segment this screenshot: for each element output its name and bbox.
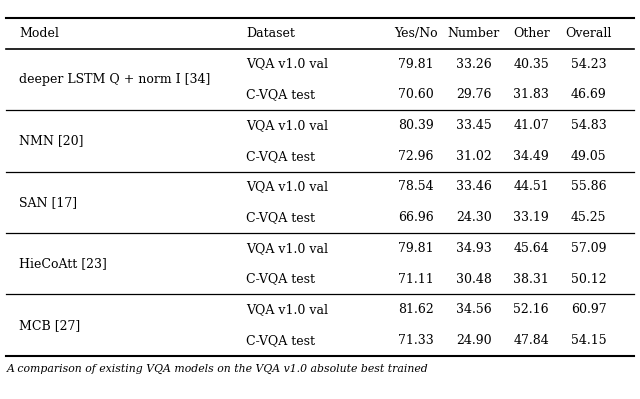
Text: 78.54: 78.54 [398,180,434,194]
Text: 81.62: 81.62 [398,303,434,316]
Text: Other: Other [513,28,550,40]
Text: 52.16: 52.16 [513,303,549,316]
Text: 46.69: 46.69 [571,88,607,101]
Text: 47.84: 47.84 [513,334,549,347]
Text: 31.83: 31.83 [513,88,549,101]
Text: Yes/No: Yes/No [394,28,438,40]
Text: 79.81: 79.81 [398,242,434,255]
Text: 33.26: 33.26 [456,57,492,71]
Text: 60.97: 60.97 [571,303,607,316]
Text: 57.09: 57.09 [571,242,607,255]
Text: 29.76: 29.76 [456,88,492,101]
Text: 71.11: 71.11 [398,273,434,286]
Text: 34.93: 34.93 [456,242,492,255]
Text: 54.23: 54.23 [571,57,607,71]
Text: 38.31: 38.31 [513,273,549,286]
Text: VQA v1.0 val: VQA v1.0 val [246,303,328,316]
Text: 49.05: 49.05 [571,150,607,163]
Text: NMN [20]: NMN [20] [19,134,84,147]
Text: 24.90: 24.90 [456,334,492,347]
Text: MCB [27]: MCB [27] [19,319,81,332]
Text: Dataset: Dataset [246,28,295,40]
Text: Model: Model [19,28,59,40]
Text: SAN [17]: SAN [17] [19,196,77,209]
Text: VQA v1.0 val: VQA v1.0 val [246,180,328,194]
Text: 40.35: 40.35 [513,57,549,71]
Text: 45.64: 45.64 [513,242,549,255]
Text: 54.15: 54.15 [571,334,607,347]
Text: 79.81: 79.81 [398,57,434,71]
Text: C-VQA test: C-VQA test [246,273,316,286]
Text: C-VQA test: C-VQA test [246,211,316,224]
Text: A comparison of existing VQA models on the VQA v1.0 absolute best trained: A comparison of existing VQA models on t… [6,364,428,374]
Text: 70.60: 70.60 [398,88,434,101]
Text: C-VQA test: C-VQA test [246,88,316,101]
Text: 33.46: 33.46 [456,180,492,194]
Text: 33.45: 33.45 [456,119,492,132]
Text: 31.02: 31.02 [456,150,492,163]
Text: deeper LSTM Q + norm I [34]: deeper LSTM Q + norm I [34] [19,73,211,86]
Text: 34.49: 34.49 [513,150,549,163]
Text: 44.51: 44.51 [513,180,549,194]
Text: 45.25: 45.25 [571,211,607,224]
Text: 34.56: 34.56 [456,303,492,316]
Text: 71.33: 71.33 [398,334,434,347]
Text: 50.12: 50.12 [571,273,607,286]
Text: Overall: Overall [566,28,612,40]
Text: 33.19: 33.19 [513,211,549,224]
Text: C-VQA test: C-VQA test [246,334,316,347]
Text: 54.83: 54.83 [571,119,607,132]
Text: 30.48: 30.48 [456,273,492,286]
Text: VQA v1.0 val: VQA v1.0 val [246,242,328,255]
Text: HieCoAtt [23]: HieCoAtt [23] [19,257,107,270]
Text: 41.07: 41.07 [513,119,549,132]
Text: 66.96: 66.96 [398,211,434,224]
Text: 55.86: 55.86 [571,180,607,194]
Text: 24.30: 24.30 [456,211,492,224]
Text: C-VQA test: C-VQA test [246,150,316,163]
Text: 72.96: 72.96 [398,150,434,163]
Text: VQA v1.0 val: VQA v1.0 val [246,119,328,132]
Text: 80.39: 80.39 [398,119,434,132]
Text: Number: Number [447,28,500,40]
Text: VQA v1.0 val: VQA v1.0 val [246,57,328,71]
